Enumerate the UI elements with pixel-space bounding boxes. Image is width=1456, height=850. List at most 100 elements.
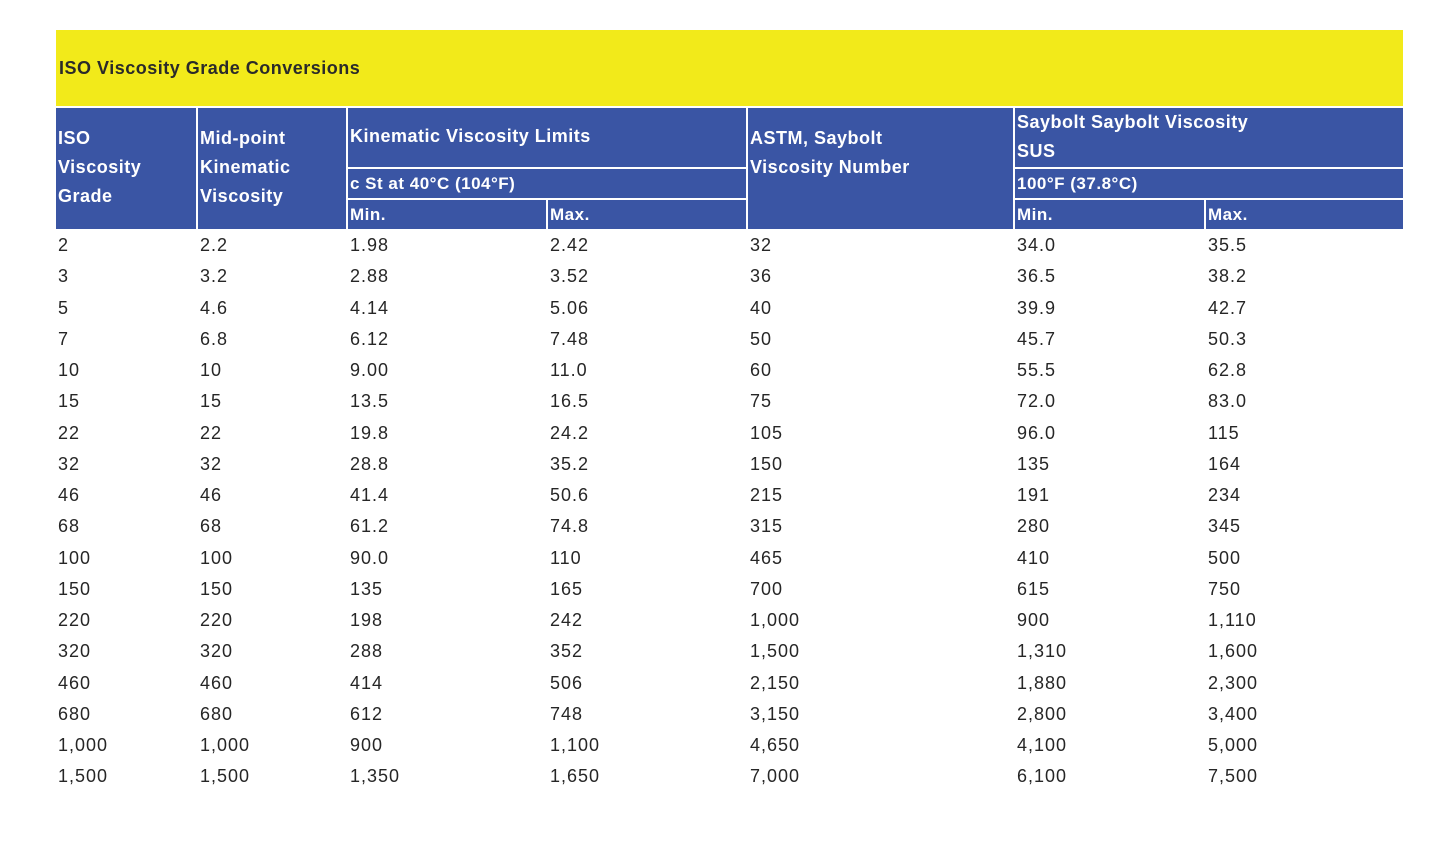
cell-kin-min: 28.8 [350,453,390,474]
cell-sus-max: 50.3 [1208,328,1248,349]
header-saybolt-unit-label: 100°F (37.8°C) [1017,174,1138,193]
cell-kin-max: 7.48 [550,328,590,349]
cell-iso-grade: 5 [58,297,70,318]
cell-iso-grade: 10 [58,360,81,380]
cell-midpoint: 100 [200,547,234,568]
cell-astm: 75 [750,391,773,412]
cell-midpoint: 46 [200,485,223,505]
cell-sus-min: 900 [1017,610,1051,630]
cell-kin-min: 1.98 [350,235,390,255]
cell-midpoint: 6.8 [200,328,229,349]
cell-kin-max: 352 [550,641,584,662]
cell-iso-grade: 1,500 [58,766,109,787]
cell-sus-max: 750 [1208,578,1242,599]
cell-sus-min: 36.5 [1017,266,1057,287]
cell-sus-max: 1,600 [1208,641,1259,662]
cell-astm: 3,150 [750,703,801,724]
cell-astm: 36 [750,266,773,287]
cell-astm: 700 [750,578,784,599]
cell-midpoint: 150 [200,578,234,599]
header-midpoint-line-2: Kinematic [200,157,291,177]
cell-astm: 4,650 [750,735,801,755]
cell-astm: 40 [750,297,773,318]
table-title-bar: ISO Viscosity Grade Conversions [56,30,1403,106]
cell-midpoint: 680 [200,703,234,724]
cell-midpoint: 68 [200,516,223,537]
table-row: 22 22 19.8 24.2 105 96.0 115 [56,418,1403,449]
cell-kin-min: 13.5 [350,391,390,412]
header-iso-grade-line-2: Viscosity [58,157,142,177]
cell-sus-max: 115 [1208,422,1240,443]
header-kinematic-max-label: Max. [550,205,590,224]
cell-sus-min: 4,100 [1017,735,1068,755]
header-saybolt-line-1: Saybolt Saybolt Viscosity [1017,112,1249,132]
cell-sus-max: 38.2 [1208,266,1248,287]
header-kinematic-max: Max. [548,200,746,229]
header-midpoint: Mid-point Kinematic Viscosity [198,108,346,229]
cell-sus-max: 35.5 [1208,235,1248,255]
header-kinematic-min: Min. [348,200,546,229]
cell-kin-max: 50.6 [550,485,590,505]
cell-kin-min: 4.14 [350,297,390,318]
cell-kin-max: 748 [550,703,584,724]
cell-iso-grade: 100 [58,547,92,568]
cell-astm: 60 [750,360,773,380]
cell-kin-min: 135 [350,578,384,599]
cell-midpoint: 2.2 [200,235,229,255]
cell-midpoint: 220 [200,610,234,630]
table-body: 2 2.2 1.98 2.42 32 34.0 35.5 3 3.2 2.88 3.52 36 36.5… [56,230,1403,793]
cell-astm: 50 [750,328,773,349]
cell-midpoint: 1,000 [200,735,251,755]
cell-astm: 315 [750,516,784,537]
header-saybolt-max-label: Max. [1208,205,1248,224]
table-row: 680 680 612 748 3,150 2,800 3,400 [56,699,1403,730]
header-kinematic-unit-label: c St at 40°C (104°F) [350,174,516,193]
cell-sus-min: 55.5 [1017,360,1057,380]
cell-kin-min: 19.8 [350,422,390,443]
cell-sus-min: 191 [1017,485,1051,505]
cell-sus-min: 280 [1017,516,1051,537]
cell-kin-max: 242 [550,610,584,630]
table-row: 46 46 41.4 50.6 215 191 234 [56,480,1403,511]
cell-kin-max: 3.52 [550,266,590,287]
cell-kin-max: 11.0 [550,360,588,380]
table-row: 32 32 28.8 35.2 150 135 164 [56,449,1403,480]
cell-kin-min: 198 [350,610,384,630]
table-row: 5 4.6 4.14 5.06 40 39.9 42.7 [56,293,1403,324]
cell-iso-grade: 46 [58,485,81,505]
cell-iso-grade: 680 [58,703,92,724]
cell-sus-max: 1,110 [1208,610,1257,630]
cell-midpoint: 1,500 [200,766,251,787]
header-kinematic-min-label: Min. [350,205,386,224]
table-row: 460 460 414 506 2,150 1,880 2,300 [56,668,1403,699]
cell-kin-min: 414 [350,672,384,693]
table-row: 1,500 1,500 1,350 1,650 7,000 6,100 7,500 [56,761,1403,792]
header-iso-grade-line-1: ISO [58,128,91,148]
cell-midpoint: 3.2 [200,266,229,287]
table-row: 15 15 13.5 16.5 75 72.0 83.0 [56,386,1403,417]
table-row: 100 100 90.0 110 465 410 500 [56,543,1403,574]
header-saybolt-unit: 100°F (37.8°C) [1015,169,1403,198]
header-saybolt-line-2: SUS [1017,141,1056,161]
cell-astm: 7,000 [750,766,801,787]
cell-astm: 105 [750,422,784,443]
cell-sus-min: 410 [1017,547,1051,568]
cell-iso-grade: 1,000 [58,735,109,755]
cell-midpoint: 10 [200,360,223,380]
cell-sus-min: 6,100 [1017,766,1068,787]
cell-iso-grade: 32 [58,453,81,474]
cell-kin-min: 612 [350,703,384,724]
cell-sus-min: 96.0 [1017,422,1057,443]
cell-kin-min: 2.88 [350,266,390,287]
cell-astm: 215 [750,485,784,505]
table-row: 1,000 1,000 900 1,100 4,650 4,100 5,000 [56,730,1403,761]
cell-sus-max: 3,400 [1208,703,1259,724]
cell-sus-min: 72.0 [1017,391,1057,412]
table-row: 3 3.2 2.88 3.52 36 36.5 38.2 [56,261,1403,292]
cell-sus-max: 62.8 [1208,360,1248,380]
header-saybolt-min-label: Min. [1017,205,1053,224]
cell-sus-min: 135 [1017,453,1051,474]
cell-kin-min: 288 [350,641,384,662]
cell-kin-max: 2.42 [550,235,590,255]
cell-sus-max: 7,500 [1208,766,1259,787]
